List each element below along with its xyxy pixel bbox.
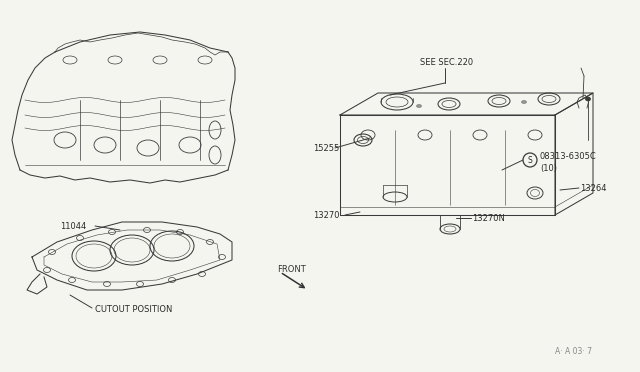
Text: A· A 03· 7: A· A 03· 7: [555, 347, 592, 356]
Text: 13264: 13264: [580, 183, 607, 192]
Text: S: S: [527, 155, 532, 164]
Text: 11044: 11044: [60, 221, 86, 231]
Text: 13270: 13270: [313, 211, 339, 219]
Ellipse shape: [417, 105, 422, 108]
Ellipse shape: [522, 100, 527, 103]
Text: (10): (10): [540, 164, 557, 173]
Text: FRONT: FRONT: [277, 266, 306, 275]
Text: 13270N: 13270N: [472, 214, 505, 222]
Ellipse shape: [586, 97, 591, 101]
Text: SEE SEC.220: SEE SEC.220: [420, 58, 473, 67]
Text: CUTOUT POSITION: CUTOUT POSITION: [95, 305, 172, 314]
Text: 15255: 15255: [313, 144, 339, 153]
Text: 08313-6305C: 08313-6305C: [540, 151, 596, 160]
